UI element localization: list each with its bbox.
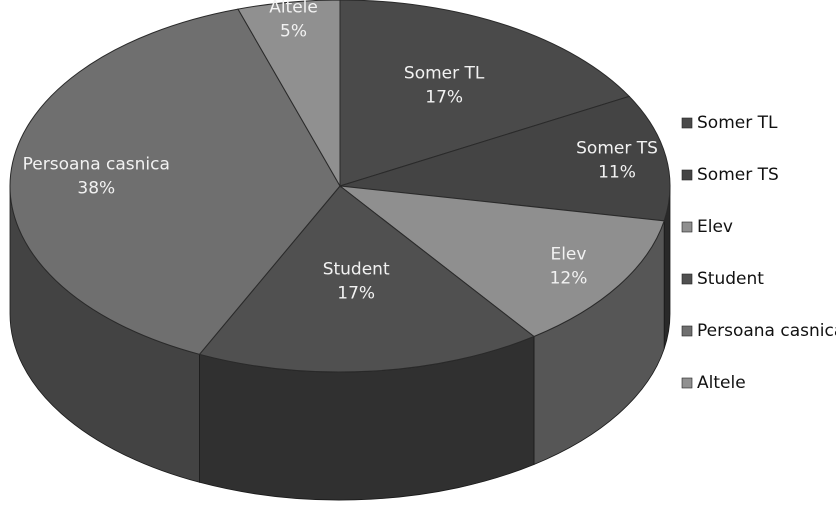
pie-slice-somer-ts xyxy=(339,95,671,222)
pie-slice-persoana-casnica xyxy=(9,8,341,355)
slice-labels: Somer TL 17% Somer TS 11% Elev 12% Student 17% P… xyxy=(23,0,658,303)
legend-swatch-persoana-casnica xyxy=(681,325,693,337)
pie-slice-student xyxy=(198,185,535,373)
legend-label-altele: Altele xyxy=(697,373,746,393)
slice-label-altele: Altele xyxy=(269,0,318,18)
legend-label-somer-tl: Somer TL xyxy=(697,113,778,133)
slice-percent-altele: 5% xyxy=(280,22,307,42)
slice-label-student: Student xyxy=(323,259,390,279)
slice-label-somer-ts: Somer TS xyxy=(576,138,658,158)
slice-label-somer-tl: Somer TL xyxy=(404,64,485,84)
pie-side-walls xyxy=(9,185,671,501)
legend-label-student: Student xyxy=(697,269,764,289)
legend: Somer TL Somer TS Elev Student Persoana casn… xyxy=(681,113,836,393)
pie-slice-somer-tl xyxy=(339,0,631,187)
slice-percent-somer-ts: 11% xyxy=(598,162,636,182)
legend-label-persoana-casnica: Persoana casnica xyxy=(697,321,836,341)
legend-swatch-somer-ts xyxy=(681,169,693,181)
legend-swatch-somer-tl xyxy=(681,117,693,129)
legend-label-somer-ts: Somer TS xyxy=(697,165,779,185)
slice-label-elev: Elev xyxy=(550,245,586,265)
slice-label-persoana-casnica: Persoana casnica xyxy=(23,154,170,174)
slice-percent-student: 17% xyxy=(337,283,375,303)
slice-percent-persoana-casnica: 38% xyxy=(77,178,115,198)
pie-slice-altele xyxy=(237,0,341,188)
pie-top-slices xyxy=(9,0,671,373)
pie-slice-elev xyxy=(338,185,665,338)
legend-swatch-altele xyxy=(681,377,693,389)
slice-percent-somer-tl: 17% xyxy=(425,88,463,108)
legend-label-elev: Elev xyxy=(697,217,733,237)
legend-swatch-elev xyxy=(681,221,693,233)
slice-percent-elev: 12% xyxy=(550,269,588,289)
legend-swatch-student xyxy=(681,273,693,285)
